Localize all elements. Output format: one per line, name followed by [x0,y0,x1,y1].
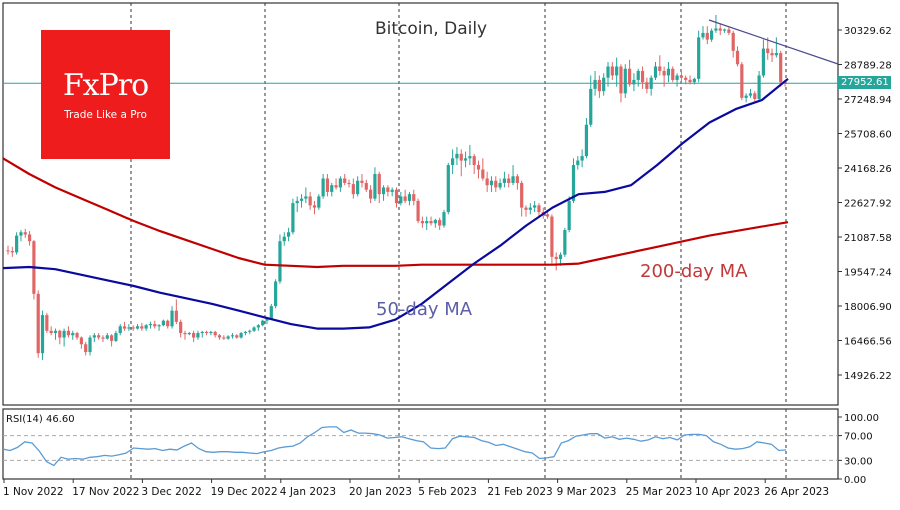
date-axis-label: 17 Nov 2022 [72,486,139,498]
ma200-label: 200-day MA [640,261,748,282]
rsi-panel-frame [2,408,839,480]
price-axis-label: 30329.62 [844,26,892,37]
price-axis-label: 21087.58 [844,233,892,244]
rsi-axis-label: 70.00 [844,432,873,443]
date-axis-label: 4 Jan 2023 [280,486,336,498]
price-axis-label: 14926.22 [844,371,892,382]
date-axis-label: 20 Jan 2023 [349,486,412,498]
date-axis-label: 19 Dec 2022 [211,486,278,498]
date-axis-label: 21 Feb 2023 [487,486,552,498]
date-axis-label: 9 Mar 2023 [557,486,617,498]
date-axis-label: 26 Apr 2023 [764,486,829,498]
fxpro-logo: FxPro Trade Like a Pro [41,30,170,159]
price-axis-label: 19547.24 [844,268,892,279]
price-axis-label: 24168.26 [844,164,892,175]
date-axis-label: 5 Feb 2023 [418,486,477,498]
price-axis-label: 22627.92 [844,199,892,210]
date-axis-label: 1 Nov 2022 [3,486,64,498]
price-axis-label: 27248.94 [844,95,892,106]
price-axis-label: 25708.60 [844,130,892,141]
logo-tagline: Trade Like a Pro [64,109,147,121]
date-axis-label: 3 Dec 2022 [141,486,201,498]
chart-title: Bitcoin, Daily [375,19,488,39]
rsi-line [2,426,787,467]
date-axis-label: 25 Mar 2023 [626,486,693,498]
price-axis-label: 16466.56 [844,337,892,348]
price-axis-label: 28789.28 [844,61,892,72]
price-axis-label: 18006.90 [844,302,892,313]
logo-brand: FxPro [62,68,149,103]
resistance-trendline [708,19,839,65]
ma50-label: 50-day MA [376,299,473,320]
rsi-axis-label: 0.00 [844,475,866,486]
ma50-line [2,77,789,330]
current-price-tag: 27952.61 [838,76,891,89]
ma200-line [2,157,789,269]
rsi-axis-label: 100.00 [844,413,879,424]
rsi-label: RSI(14) 46.60 [6,414,75,425]
rsi-axis-label: 30.00 [844,456,873,467]
date-axis-label: 10 Apr 2023 [695,486,760,498]
